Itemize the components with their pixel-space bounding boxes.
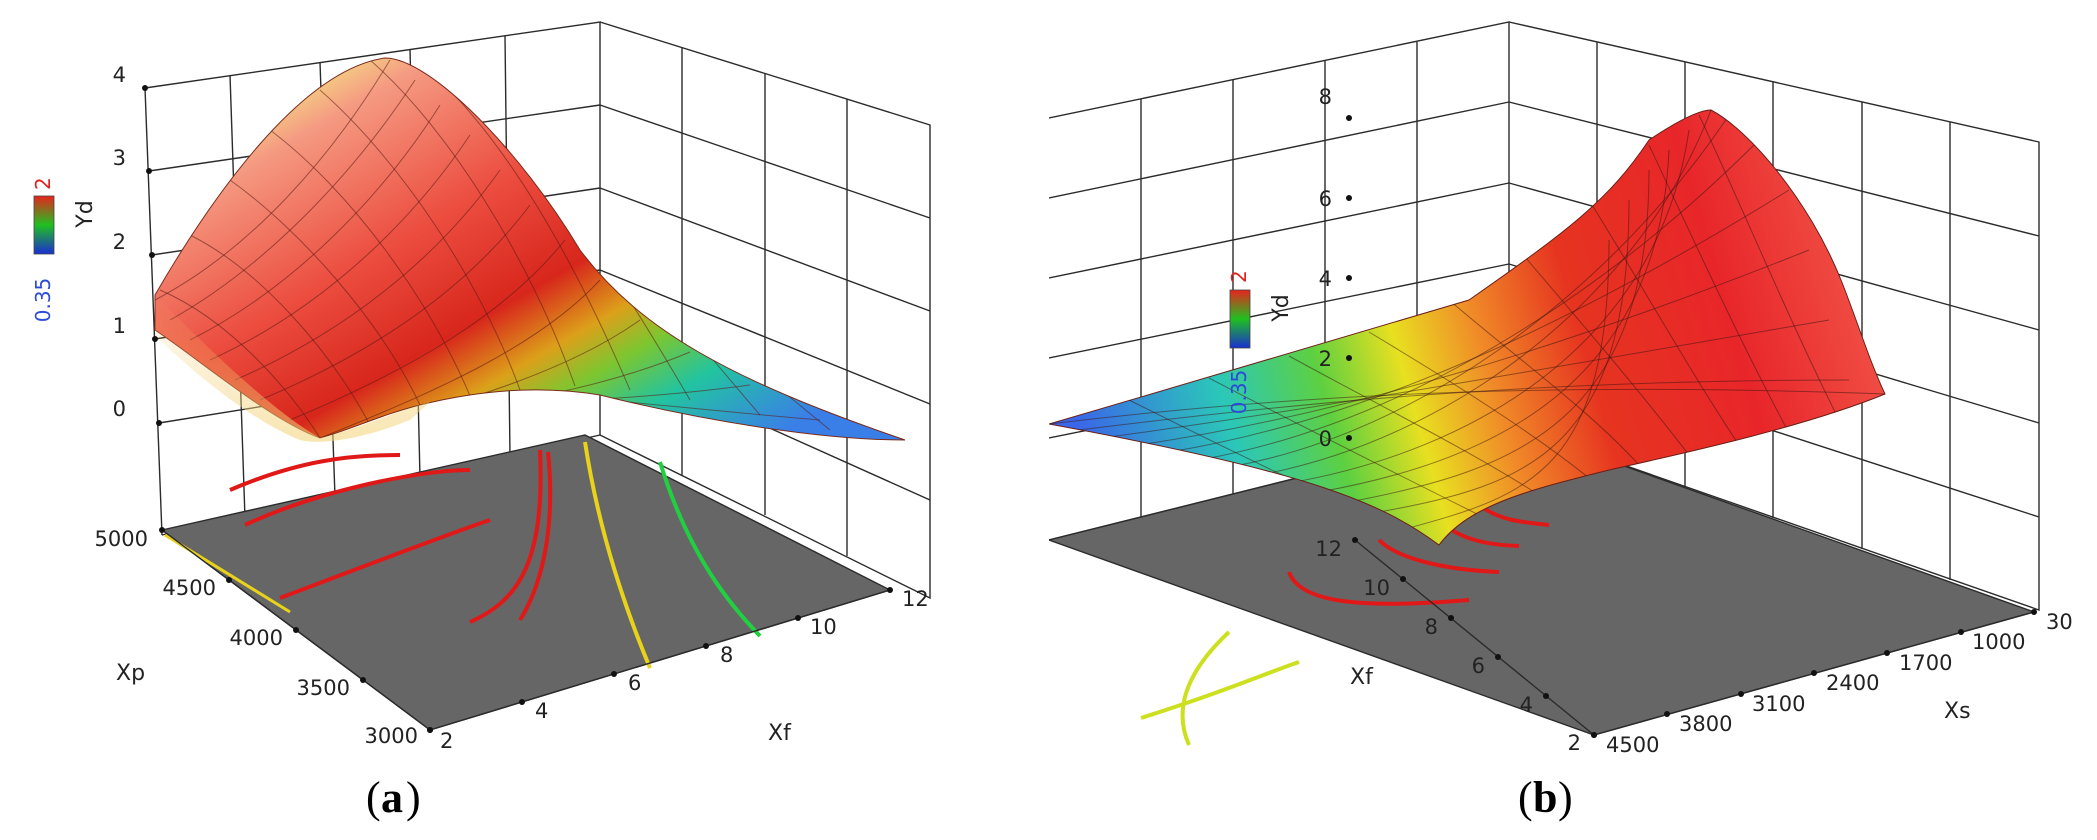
x-tick-label: 4 xyxy=(535,699,548,723)
floor-plane xyxy=(160,434,892,731)
response-surface-a xyxy=(154,57,906,442)
legend-colorbar xyxy=(33,195,55,255)
caption-letter: a xyxy=(381,773,403,822)
x-tick-label: 2 xyxy=(440,729,453,753)
svg-text:(: ( xyxy=(366,773,381,822)
contour-lines-a xyxy=(164,441,762,669)
x-tick-label: 10 xyxy=(810,615,837,639)
x-tick-label: 6 xyxy=(628,671,641,695)
y-tick-label: 4000 xyxy=(230,626,283,650)
y-tick-label: 3500 xyxy=(297,676,350,700)
chart-panel-b xyxy=(1049,0,2097,840)
svg-text:): ) xyxy=(406,773,421,822)
x-tick-label: 8 xyxy=(720,643,733,667)
x-tick-label: 12 xyxy=(902,587,929,611)
y-tick-label: 3000 xyxy=(365,724,418,748)
z-tick-label: 1 xyxy=(113,314,126,338)
z-tick-label: 3 xyxy=(113,146,126,170)
x-axis-a: 2 4 6 8 10 12 Xf xyxy=(427,587,929,753)
chart-panel-a: 2 0.35 Yd 0 1 2 3 4 5000 4500 4000 3500 … xyxy=(0,0,1048,840)
caption-a: ( a ) xyxy=(366,773,421,822)
y-tick-label: 5000 xyxy=(95,527,148,551)
legend-title: Yd xyxy=(73,200,98,228)
x-axis-label: Xf xyxy=(768,721,792,746)
surface-chart-a: 2 0.35 Yd 0 1 2 3 4 5000 4500 4000 3500 … xyxy=(31,21,931,822)
legend-min: 0.35 xyxy=(31,278,55,323)
y-axis-label: Xp xyxy=(116,661,145,686)
legend-max: 2 xyxy=(31,177,55,190)
surface-chart-b xyxy=(1049,21,2040,746)
z-tick-label: 2 xyxy=(113,230,126,254)
color-legend-a: 2 0.35 Yd xyxy=(31,177,98,322)
z-axis-a: 0 1 2 3 4 xyxy=(113,63,162,426)
response-surface-b xyxy=(1049,109,1886,546)
z-tick-label: 0 xyxy=(113,397,126,421)
y-tick-label: 4500 xyxy=(163,576,216,600)
z-tick-label: 4 xyxy=(113,63,126,87)
y-axis-a: 5000 4500 4000 3500 3000 Xp xyxy=(95,527,433,748)
